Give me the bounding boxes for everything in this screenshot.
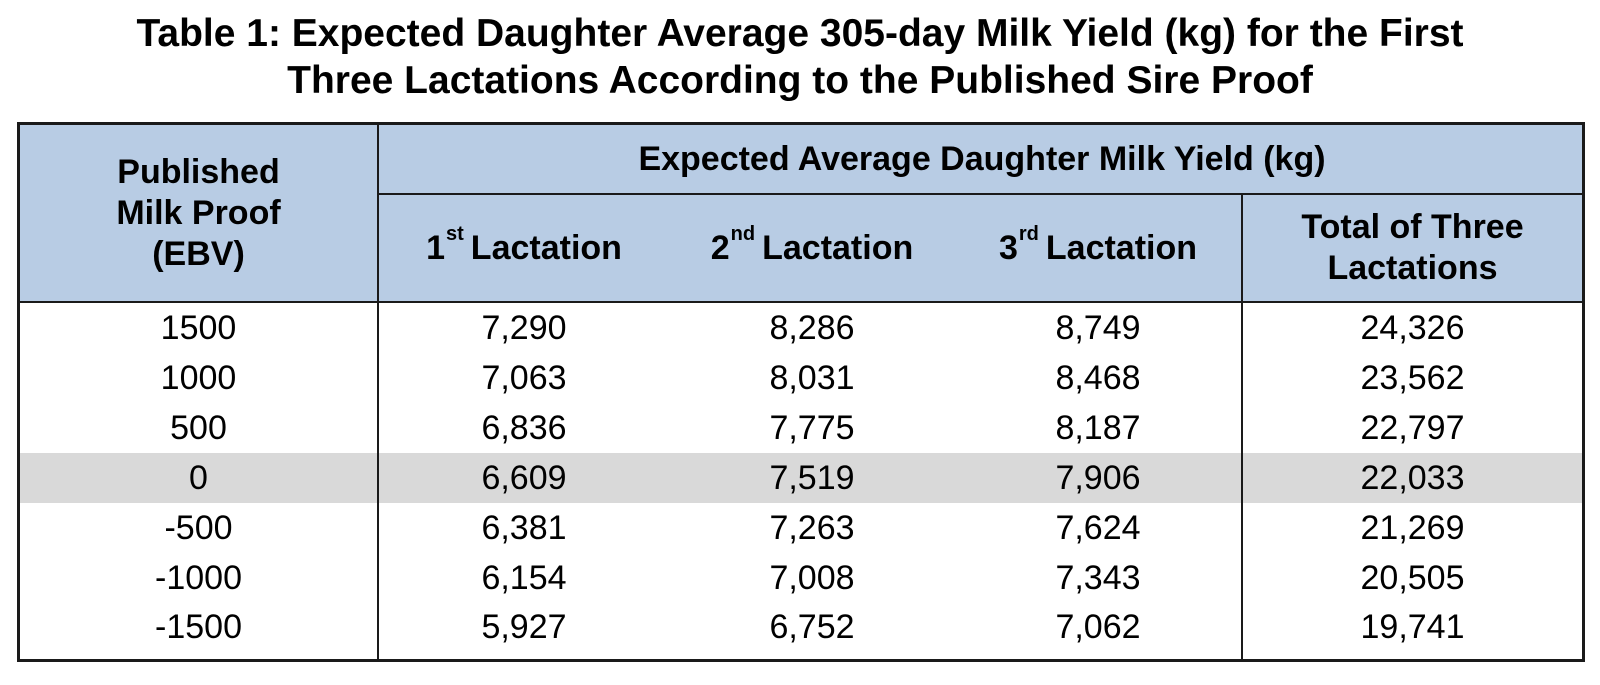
cell-total: 20,505	[1360, 558, 1465, 597]
cell-2nd-lactation: 7,519	[769, 458, 855, 497]
cell-proof: 0	[189, 458, 208, 497]
header-total-line1: Total of Three	[1301, 208, 1524, 246]
header-proof-line1: Published	[117, 152, 280, 191]
cell-1st-lactation: 7,063	[481, 358, 567, 397]
cell-2nd-lactation: 8,286	[769, 309, 855, 347]
cell-2nd-lactation: 6,752	[769, 608, 855, 647]
cell-proof: 1500	[160, 309, 237, 347]
header-proof-line2: Milk Proof	[116, 193, 281, 232]
table-row: -500 6,381 7,263 7,624 21,269	[20, 503, 1582, 553]
table-title-line2: Three Lactations According to the Publis…	[287, 59, 1313, 102]
header-1st-label: Lactation	[470, 228, 622, 267]
cell-2nd-lactation: 8,031	[769, 358, 855, 397]
divider-proof-column	[377, 125, 379, 659]
cell-total: 21,269	[1360, 508, 1465, 547]
header-3rd-suffix: rd	[1018, 222, 1039, 245]
cell-2nd-lactation: 7,775	[769, 408, 855, 447]
header-3rd-label: Lactation	[1045, 228, 1198, 267]
cell-3rd-lactation: 7,624	[1055, 508, 1141, 547]
divider-total-column	[1241, 193, 1243, 659]
cell-3rd-lactation: 7,062	[1055, 608, 1141, 647]
table-title-line1: Table 1: Expected Daughter Average 305-d…	[136, 12, 1464, 55]
header-1st-suffix: st	[446, 222, 464, 245]
header-2nd-number: 2	[710, 228, 730, 267]
cell-total: 19,741	[1360, 608, 1465, 647]
cell-2nd-lactation: 7,263	[769, 508, 855, 547]
header-total-line2: Lactations	[1327, 249, 1498, 287]
cell-proof: -1500	[155, 608, 242, 647]
cell-proof: -1000	[155, 558, 242, 597]
cell-1st-lactation: 7,290	[481, 309, 567, 347]
table-row: 500 6,836 7,775 8,187 22,797	[20, 403, 1582, 453]
table-row: -1000 6,154 7,008 7,343 20,505	[20, 553, 1582, 603]
table-row: -1500 5,927 6,752 7,062 19,741	[20, 602, 1582, 652]
header-3rd-number: 3	[998, 228, 1018, 267]
table-row: 1500 7,290 8,286 8,749 24,326	[20, 303, 1582, 353]
cell-proof: 500	[170, 408, 227, 447]
table-row: 0 6,609 7,519 7,906 22,033	[20, 453, 1582, 503]
cell-total: 22,797	[1360, 408, 1465, 447]
cell-3rd-lactation: 8,187	[1055, 408, 1141, 447]
cell-total: 23,562	[1360, 358, 1465, 397]
milk-yield-table: Published Milk Proof (EBV) Expected Aver…	[17, 122, 1585, 662]
cell-proof: 1000	[160, 358, 237, 397]
cell-3rd-lactation: 7,343	[1055, 558, 1141, 597]
divider-group-header	[377, 193, 1582, 195]
cell-total: 24,326	[1360, 309, 1465, 347]
header-total-three-lactations: Total of Three Lactations	[1243, 195, 1582, 301]
table-title: Table 1: Expected Daughter Average 305-d…	[0, 10, 1600, 104]
cell-1st-lactation: 6,154	[481, 558, 567, 597]
header-group-expected-yield: Expected Average Daughter Milk Yield (kg…	[379, 125, 1582, 193]
table-header-background	[20, 125, 1582, 303]
header-1st-number: 1	[426, 228, 445, 267]
table-row: 1000 7,063 8,031 8,468 23,562	[20, 353, 1582, 403]
header-2nd-label: Lactation	[762, 228, 914, 267]
cell-3rd-lactation: 8,468	[1055, 358, 1141, 397]
cell-3rd-lactation: 7,906	[1055, 458, 1141, 497]
cell-total: 22,033	[1360, 458, 1465, 497]
cell-1st-lactation: 6,836	[481, 408, 567, 447]
highlighted-row-background	[20, 452, 1582, 503]
cell-1st-lactation: 6,381	[481, 508, 567, 547]
cell-1st-lactation: 5,927	[481, 608, 567, 647]
cell-proof: -500	[164, 508, 233, 547]
divider-header-bottom	[20, 301, 1582, 303]
cell-2nd-lactation: 7,008	[769, 558, 855, 597]
cell-1st-lactation: 6,609	[481, 458, 567, 497]
header-group-label: Expected Average Daughter Milk Yield (kg…	[638, 139, 1326, 178]
cell-3rd-lactation: 8,749	[1055, 309, 1141, 347]
header-proof-line3: (EBV)	[152, 234, 245, 273]
header-2nd-suffix: nd	[730, 222, 756, 245]
header-published-milk-proof: Published Milk Proof (EBV)	[20, 125, 377, 301]
